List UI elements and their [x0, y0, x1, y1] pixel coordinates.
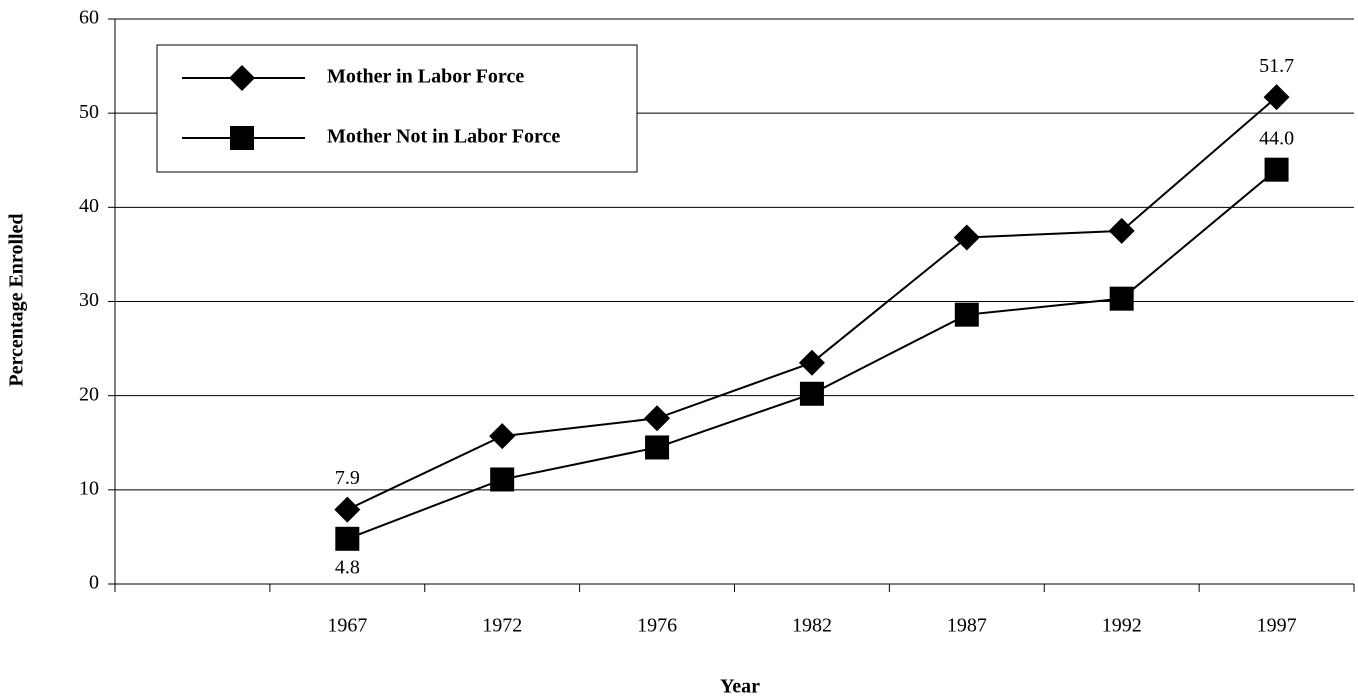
square-marker: [490, 467, 515, 492]
square-marker: [954, 302, 979, 327]
x-tick-label: 1992: [1102, 615, 1142, 637]
legend-label: Mother in Labor Force: [327, 66, 524, 88]
x-tick-label: 1967: [327, 615, 367, 637]
x-tick-label: 1982: [792, 615, 832, 637]
square-marker: [1109, 286, 1134, 311]
diamond-marker: [489, 423, 516, 450]
y-tick-label: 20: [79, 383, 99, 405]
y-tick-label: 0: [89, 572, 99, 594]
legend-box: [156, 44, 638, 173]
diamond-marker: [644, 405, 671, 432]
data-label: 4.8: [335, 556, 360, 578]
diamond-marker: [1263, 84, 1290, 111]
data-label: 7.9: [335, 467, 360, 489]
diamond-marker: [1108, 217, 1135, 244]
square-marker: [645, 435, 670, 460]
legend-label: Mother Not in Labor Force: [327, 126, 560, 148]
data-label: 51.7: [1259, 55, 1294, 77]
x-tick-label: 1997: [1257, 615, 1297, 637]
diamond-marker: [334, 496, 361, 523]
y-tick-label: 10: [79, 477, 99, 499]
y-axis-title: Percentage Enrolled: [6, 213, 28, 386]
square-marker: [1264, 157, 1289, 182]
x-axis-title: Year: [720, 676, 760, 698]
x-tick-label: 1972: [482, 615, 522, 637]
square-marker: [335, 526, 360, 551]
diamond-marker: [229, 65, 255, 91]
y-tick-label: 40: [79, 195, 99, 217]
square-marker: [230, 126, 254, 150]
y-tick-label: 60: [79, 7, 99, 29]
diamond-marker: [953, 224, 980, 251]
y-tick-label: 50: [79, 101, 99, 123]
x-tick-label: 1976: [637, 615, 677, 637]
y-tick-label: 30: [79, 289, 99, 311]
x-tick-label: 1987: [947, 615, 987, 637]
diamond-marker: [798, 349, 825, 376]
square-marker: [799, 381, 824, 406]
data-label: 44.0: [1259, 127, 1294, 149]
